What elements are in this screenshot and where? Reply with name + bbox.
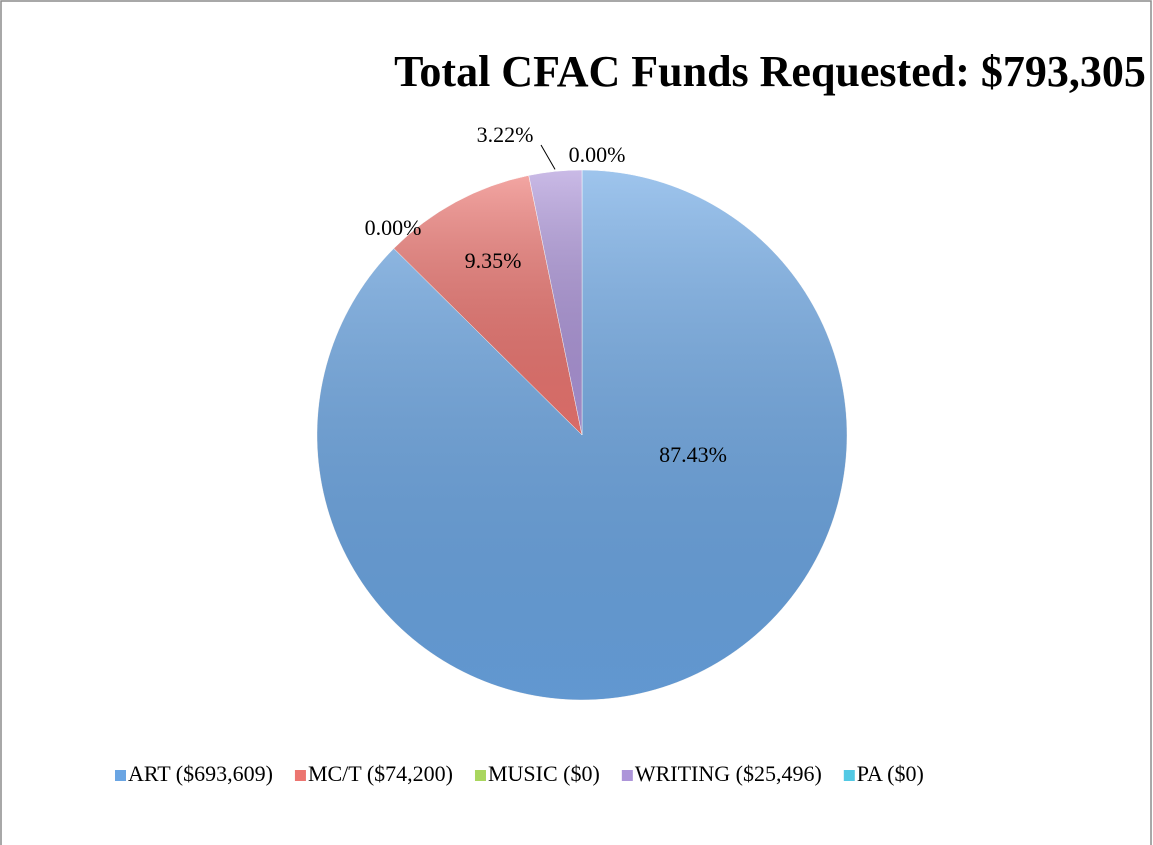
labels: 87.43% 9.35% 0.00% 3.22% 0.00% [365, 122, 727, 467]
data-label: 0.00% [365, 215, 422, 240]
legend-swatch [294, 770, 306, 781]
data-label: 0.00% [569, 142, 626, 167]
data-label: 3.22% [477, 122, 534, 147]
slice-shade [528, 170, 582, 435]
legend-swatch [843, 770, 855, 781]
chart-title: Total CFAC Funds Requested: $793,305 [394, 47, 1146, 96]
legend-label: MUSIC ($0) [488, 761, 600, 786]
legend: ART ($693,609) MC/T ($74,200) MUSIC ($0) WR… [115, 761, 924, 786]
slice-shade [393, 175, 582, 435]
pie [316, 169, 848, 701]
legend-swatch [474, 770, 486, 781]
leader-line [540, 144, 556, 170]
legend-label: ART ($693,609) [128, 761, 273, 786]
legend-label: PA ($0) [857, 761, 924, 786]
legend-swatch [115, 770, 126, 781]
legend-label: MC/T ($74,200) [308, 761, 453, 786]
data-label: 87.43% [659, 442, 727, 467]
legend-label: WRITING ($25,496) [635, 761, 822, 786]
data-label: 9.35% [465, 248, 522, 273]
legend-swatch [621, 770, 633, 781]
